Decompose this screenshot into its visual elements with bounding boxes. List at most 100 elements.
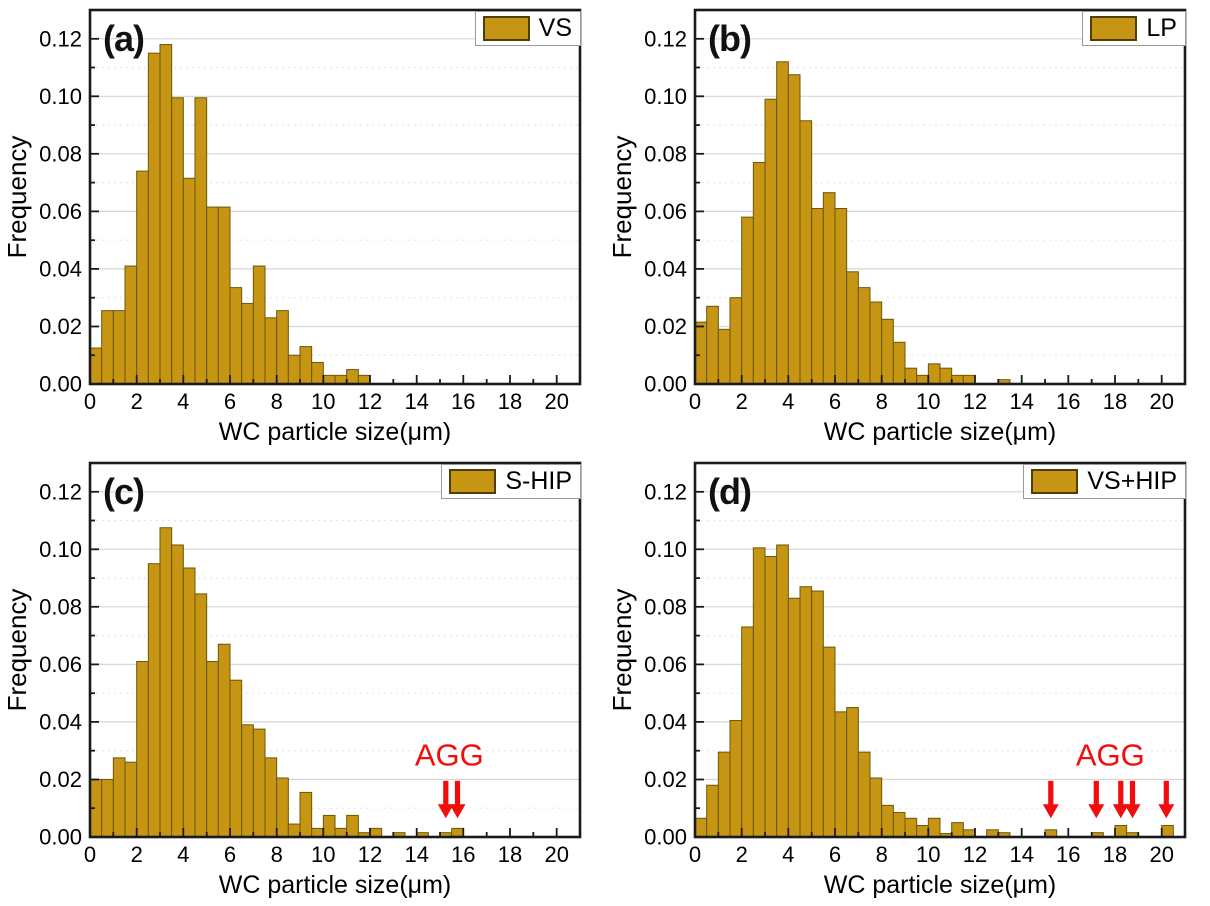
plot-frame xyxy=(88,8,582,386)
svg-text:0.10: 0.10 xyxy=(39,84,82,109)
svg-text:0.04: 0.04 xyxy=(644,256,687,281)
svg-text:2: 2 xyxy=(131,842,143,867)
svg-text:20: 20 xyxy=(1149,842,1173,867)
histogram-bars xyxy=(694,61,1011,385)
down-arrow-icon xyxy=(1042,780,1059,819)
svg-text:0: 0 xyxy=(84,842,96,867)
svg-text:0.02: 0.02 xyxy=(39,314,82,339)
bar xyxy=(101,310,114,385)
svg-text:4: 4 xyxy=(782,842,794,867)
bar xyxy=(217,643,231,838)
bar xyxy=(112,310,126,385)
bar xyxy=(276,310,289,385)
svg-text:12: 12 xyxy=(963,389,987,414)
svg-text:4: 4 xyxy=(782,389,794,414)
bar xyxy=(276,777,289,838)
bar xyxy=(159,44,173,385)
bar xyxy=(904,367,918,385)
legend-swatch-icon xyxy=(482,16,530,41)
bar xyxy=(136,661,149,838)
bar xyxy=(776,61,789,385)
bar xyxy=(182,177,196,385)
bar xyxy=(241,724,254,838)
svg-text:12: 12 xyxy=(358,842,382,867)
bar xyxy=(927,817,941,838)
legend-swatch-icon xyxy=(1031,469,1079,494)
x-tick-labels: 0 2 4 6 8 10 12 14 16 18 20 xyxy=(84,389,569,414)
bar xyxy=(741,626,754,838)
svg-text:14: 14 xyxy=(404,842,428,867)
svg-text:18: 18 xyxy=(1103,389,1127,414)
bar xyxy=(287,823,301,838)
agg-annotation: AGG xyxy=(1042,738,1175,819)
svg-text:0.12: 0.12 xyxy=(644,479,687,504)
down-arrow-icon xyxy=(437,780,454,819)
y-tick-labels: 0.00 0.02 0.04 0.06 0.08 0.10 0.12 xyxy=(39,26,82,396)
bar xyxy=(299,346,313,385)
svg-text:0.12: 0.12 xyxy=(644,26,687,51)
bar xyxy=(101,778,114,838)
svg-text:0.00: 0.00 xyxy=(39,372,82,397)
svg-text:10: 10 xyxy=(916,842,940,867)
panel-d: AGG 0 2 4 6 8 10 12 14 16 18 20 0.00 0.02 0.04 0.06 0.08… xyxy=(605,453,1210,906)
svg-text:6: 6 xyxy=(224,389,236,414)
svg-text:0.04: 0.04 xyxy=(39,256,82,281)
y-tick-labels: 0.00 0.02 0.04 0.06 0.08 0.10 0.12 xyxy=(39,479,82,849)
bar xyxy=(857,287,871,385)
down-arrow-icon xyxy=(1158,780,1175,819)
svg-text:0.02: 0.02 xyxy=(644,767,687,792)
bar xyxy=(834,711,848,838)
bar xyxy=(194,97,208,385)
bar xyxy=(147,52,161,385)
plot-frame xyxy=(693,461,1187,839)
svg-text:0: 0 xyxy=(689,842,701,867)
histogram-chart-ship: AGG 0 2 4 6 8 10 12 14 16 18 20 0.00 0.02 0.04 0.06 0.08… xyxy=(2,461,582,899)
legend-label: S-HIP xyxy=(505,467,572,495)
bar xyxy=(729,297,743,385)
legend-vs: VS xyxy=(474,11,581,46)
svg-text:16: 16 xyxy=(451,842,475,867)
svg-text:14: 14 xyxy=(1009,842,1033,867)
bar xyxy=(764,556,778,838)
svg-text:14: 14 xyxy=(404,389,428,414)
down-arrow-icon xyxy=(449,780,466,819)
panel-a: 0 2 4 6 8 10 12 14 16 18 20 0.00 0.02 0.04 0.06 0.08 0.1… xyxy=(0,0,605,453)
bar xyxy=(1114,824,1128,838)
bar xyxy=(264,317,278,385)
legend-vship: VS+HIP xyxy=(1023,464,1186,499)
svg-text:8: 8 xyxy=(876,842,888,867)
x-tick-labels: 0 2 4 6 8 10 12 14 16 18 20 xyxy=(689,842,1174,867)
bar xyxy=(124,265,138,385)
histogram-chart-lp: 0 2 4 6 8 10 12 14 16 18 20 0.00 0.02 0.04 0.06 0.08 0.1… xyxy=(607,8,1187,446)
agg-text: AGG xyxy=(415,738,484,773)
down-arrow-icon xyxy=(1124,780,1141,819)
svg-text:6: 6 xyxy=(224,842,236,867)
x-axis-label: WC particle size(μm) xyxy=(824,871,1056,899)
panel-label-d: (d) xyxy=(708,471,752,512)
agg-annotation: AGG xyxy=(415,738,484,819)
bar xyxy=(904,817,918,838)
bar xyxy=(136,170,149,385)
bar xyxy=(799,586,813,838)
bar xyxy=(194,593,208,838)
bar xyxy=(869,777,883,838)
svg-text:2: 2 xyxy=(736,389,748,414)
svg-text:18: 18 xyxy=(498,389,522,414)
bar xyxy=(881,804,894,838)
svg-text:0: 0 xyxy=(84,389,96,414)
bar xyxy=(717,328,731,385)
svg-text:0.06: 0.06 xyxy=(39,652,82,677)
bar xyxy=(229,679,243,838)
svg-text:10: 10 xyxy=(916,389,940,414)
bar xyxy=(846,707,859,838)
bar xyxy=(346,369,359,385)
legend-lp: LP xyxy=(1082,11,1186,46)
bar xyxy=(252,265,266,385)
svg-text:8: 8 xyxy=(271,389,283,414)
plot-frame xyxy=(693,8,1187,386)
bar xyxy=(881,318,894,385)
bar xyxy=(241,302,254,385)
bar xyxy=(124,761,138,838)
bar xyxy=(252,728,266,838)
